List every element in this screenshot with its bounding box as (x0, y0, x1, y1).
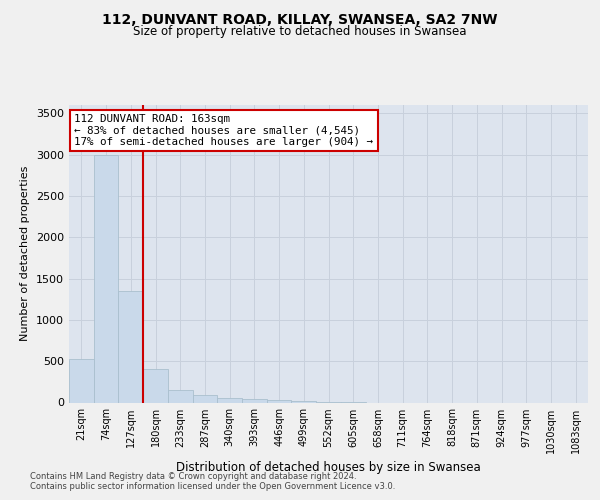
Text: Size of property relative to detached houses in Swansea: Size of property relative to detached ho… (133, 25, 467, 38)
X-axis label: Distribution of detached houses by size in Swansea: Distribution of detached houses by size … (176, 461, 481, 474)
Text: Contains public sector information licensed under the Open Government Licence v3: Contains public sector information licen… (30, 482, 395, 491)
Text: 112, DUNVANT ROAD, KILLAY, SWANSEA, SA2 7NW: 112, DUNVANT ROAD, KILLAY, SWANSEA, SA2 … (102, 12, 498, 26)
Bar (292, 401, 316, 402)
Bar (69, 358, 94, 403)
Bar (94, 154, 118, 402)
Text: Contains HM Land Registry data © Crown copyright and database right 2024.: Contains HM Land Registry data © Crown c… (30, 472, 356, 481)
Bar (168, 390, 193, 402)
Y-axis label: Number of detached properties: Number of detached properties (20, 166, 31, 342)
Bar (267, 400, 292, 402)
Bar (143, 370, 168, 402)
Bar (193, 396, 217, 402)
Bar (242, 399, 267, 402)
Bar (118, 291, 143, 403)
Bar (217, 398, 242, 402)
Text: 112 DUNVANT ROAD: 163sqm
← 83% of detached houses are smaller (4,545)
17% of sem: 112 DUNVANT ROAD: 163sqm ← 83% of detach… (74, 114, 373, 147)
